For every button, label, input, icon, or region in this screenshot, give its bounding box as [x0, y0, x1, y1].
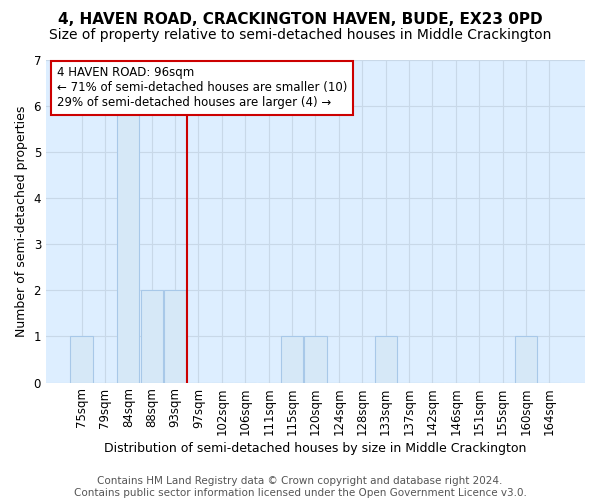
Text: Size of property relative to semi-detached houses in Middle Crackington: Size of property relative to semi-detach…: [49, 28, 551, 42]
Bar: [515, 336, 537, 382]
Text: Contains HM Land Registry data © Crown copyright and database right 2024.
Contai: Contains HM Land Registry data © Crown c…: [74, 476, 526, 498]
Bar: [117, 106, 139, 382]
Bar: [164, 290, 186, 382]
Bar: [281, 336, 303, 382]
Bar: [70, 336, 92, 382]
Text: 4 HAVEN ROAD: 96sqm
← 71% of semi-detached houses are smaller (10)
29% of semi-d: 4 HAVEN ROAD: 96sqm ← 71% of semi-detach…: [56, 66, 347, 110]
Bar: [374, 336, 397, 382]
Bar: [140, 290, 163, 382]
X-axis label: Distribution of semi-detached houses by size in Middle Crackington: Distribution of semi-detached houses by …: [104, 442, 527, 455]
Bar: [304, 336, 326, 382]
Text: 4, HAVEN ROAD, CRACKINGTON HAVEN, BUDE, EX23 0PD: 4, HAVEN ROAD, CRACKINGTON HAVEN, BUDE, …: [58, 12, 542, 28]
Y-axis label: Number of semi-detached properties: Number of semi-detached properties: [15, 106, 28, 337]
